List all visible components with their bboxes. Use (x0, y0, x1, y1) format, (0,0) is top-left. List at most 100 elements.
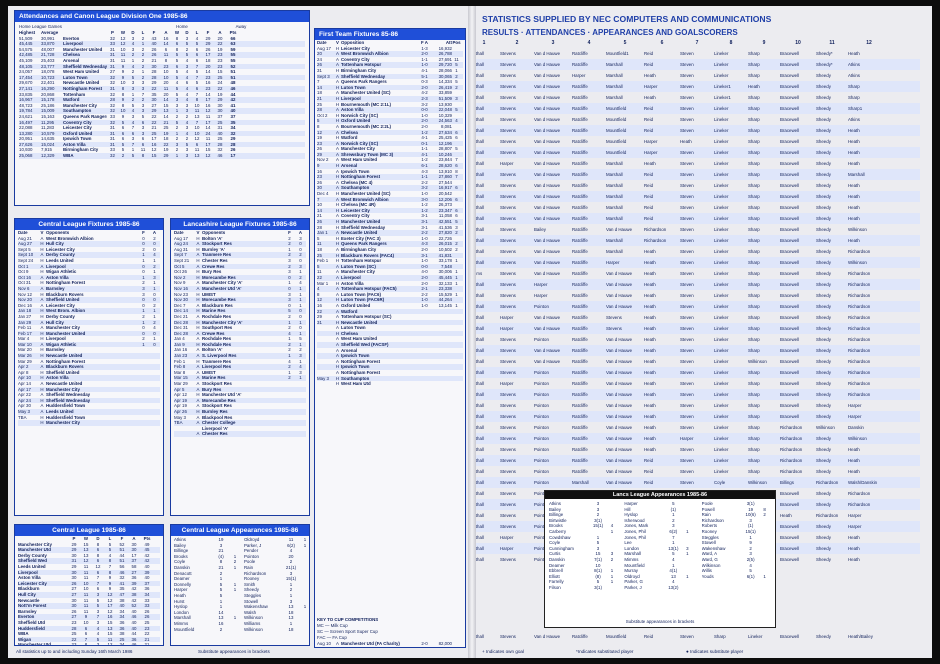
results-row-cell: Lineker (714, 370, 729, 375)
cup-key: Key to Cup Competitions MC — Milk Cup SC… (317, 617, 463, 641)
central-fixture-row-cell: 1 (153, 313, 156, 319)
lancs-fixture-row-cell: 2 (299, 347, 302, 353)
attendance-row-cell: 7 (141, 91, 145, 97)
lancs-app-row-cell: (8) (595, 573, 601, 579)
attendance-row: 54,575 48,007 Manchester United 31 10 3 2 26 6 8 2… (19, 47, 305, 53)
central-table-row: Liverpool 30 11 6 8 46 27 39 (18, 569, 160, 576)
attendance-row-cell: 20,868 (41, 91, 55, 97)
central-table-panel: Central League 1985-86 P W D L F A Pts Manches… (14, 524, 164, 646)
lancs-fixture-row-cell: 2 (288, 364, 291, 370)
first-team-row-cell: 3-1 (421, 219, 428, 224)
central-app-row-cell: 5 (219, 581, 223, 587)
first-team-row-cell: 23 (317, 140, 322, 146)
central-fixture-row: Mar 4 H Liverpool 2 1 (18, 336, 160, 342)
attendance-row-cell: 3 (185, 147, 189, 153)
central-table-row: Barnsley 26 11 3 12 34 40 26 (18, 609, 160, 615)
central-table-row: Newcastle 30 11 5 12 38 42 33 (18, 598, 160, 604)
footnote-substitutes: Substitute appearances in brackets (198, 649, 270, 654)
central-fixture-row-cell: 1 (153, 280, 156, 286)
first-team-row: 31 H Newcastle United (317, 319, 463, 326)
central-table-row-cell: 10 (83, 586, 89, 592)
results-row-cell: Pointon (534, 491, 549, 496)
central-table-row-cell: 12 (107, 608, 113, 614)
attendance-row-cell: 19,784 (19, 108, 33, 114)
central-fixture-row-cell: Aug 27 (18, 241, 32, 247)
central-table-row-cell: 15 (83, 541, 89, 547)
results-row-cell: Van d Hauwe (534, 326, 561, 331)
central-fixture-row-cell: 1 (153, 257, 156, 263)
attendance-row-cell: 29,670 (19, 80, 33, 86)
central-app-row: London 14 (174, 610, 240, 616)
first-team-row-cell: Queens Park Rangers (341, 79, 387, 85)
central-app-row: Harper 5 1 (174, 587, 240, 593)
first-team-row-cell (417, 381, 432, 387)
results-row-cell: Van d Hauwe (534, 95, 561, 100)
results-row-cell: Bracewell (780, 502, 800, 507)
results-row-cell: Sheedy (816, 293, 831, 298)
results-row-cell: Steven (680, 348, 694, 353)
central-app-row-cell: 3 (289, 598, 293, 604)
central-app-row-cell: Rain (244, 564, 254, 570)
attendance-row-cell: 13,280 (19, 130, 33, 136)
first-team-row-cell: H (335, 258, 340, 264)
lancs-app-row-cell: Carberry (549, 528, 567, 534)
central-app-row-cell: Donnelly (174, 581, 192, 587)
attendance-row-cell: 29 (205, 41, 211, 47)
central-fixtures-panel: Central League Fixtures 1985-86 Date V Opp… (14, 218, 164, 516)
central-fixture-row-cell: A (40, 252, 44, 258)
first-team-row-cell: 8 (317, 123, 320, 129)
first-team-row: 29 A Shrewsbury Town (MC 3) 4-1 10,246 (317, 151, 463, 158)
central-table-row-cell: 10 (83, 619, 89, 625)
lancs-fixture-row-cell: 2 (288, 235, 291, 241)
attendance-row-cell: 3 (141, 130, 145, 136)
lancs-fixture-row-cell: H (196, 274, 200, 280)
results-row-cell: Atkins (848, 73, 860, 78)
central-table-row-cell: 9 (108, 575, 112, 581)
results-row-cell: Sharp (748, 425, 760, 430)
results-row-cell: Stevens (500, 249, 516, 254)
results-row: SouthallHarperVan d HauweRatcliffeSteven… (476, 323, 920, 334)
attendance-row-cell: 4 (131, 108, 135, 114)
lancs-fixture-row-cell: 0 (299, 308, 302, 314)
attendance-row-cell: 52 (230, 63, 236, 69)
central-fixture-row-cell: 1 (153, 269, 156, 275)
lancs-app-row: Atkins 3 (549, 501, 620, 507)
central-fixture-row-cell: A (40, 285, 44, 291)
central-fixture-row-cell: H (40, 336, 44, 342)
lancs-apps-cols: Atkins 3 Bailey 3 Billinge 2 Birtwistle 3(1) Bro… (545, 499, 775, 591)
central-app-row-cell: 2 (219, 626, 223, 632)
lancs-app-row-cell: Birtwistle (549, 517, 567, 523)
attendance-row-cell: 27 (110, 69, 115, 75)
first-team-row-cell: Arsenal (341, 163, 358, 169)
first-team-row: 28 H Sheffield Wednesday 3-1 41,536 3 (317, 225, 463, 231)
results-col-header: 4 (587, 40, 591, 46)
results-row-cell: Heath (644, 403, 656, 408)
lancs-fixture-row-cell: 2 (288, 252, 291, 258)
central-table-row-cell: 13 (83, 552, 89, 558)
first-team-row-cell: 21 (317, 95, 322, 101)
first-team-row-cell: 1 (455, 258, 458, 264)
attendance-row-cell: 17 (151, 136, 157, 142)
central-fixture-row-cell: 0 (142, 330, 145, 336)
central-fixture-row-cell: Mar 26 (18, 353, 32, 359)
results-row-cell: Southall (476, 106, 484, 111)
lancs-app-row-cell: 13(2) (668, 584, 679, 590)
first-team-row-cell: A (336, 179, 339, 185)
central-fixture-row: Apr 14 A Newcastle United (18, 381, 160, 387)
results-row-cell: Sharp (748, 304, 760, 309)
results-row-cell: Sharp (748, 293, 760, 298)
results-row-cell: Heath (644, 447, 656, 452)
first-team-row-cell: 1 (455, 291, 458, 297)
results-row-cell: Pointon (534, 392, 549, 397)
col-header: A (164, 30, 168, 35)
first-team-row-cell: 22,726 (438, 235, 452, 241)
lancs-app-row: Marshall 5 1 (624, 551, 697, 557)
lancs-app-row-cell: 2 (596, 512, 600, 518)
lancs-app-row-cell: 6(1) (746, 573, 755, 579)
central-app-row-cell: 6(2) (287, 542, 295, 548)
central-apps-cols: Atkins 19 Bailey 3 Billinge 21 Brooks (4) 1 Coyle… (171, 536, 309, 632)
results-row-cell: Stevens (500, 216, 516, 221)
results-row-cell: Stevens (500, 458, 516, 463)
results-row-cell: Heath (644, 304, 656, 309)
results-row-cell: Stevens (500, 403, 516, 408)
